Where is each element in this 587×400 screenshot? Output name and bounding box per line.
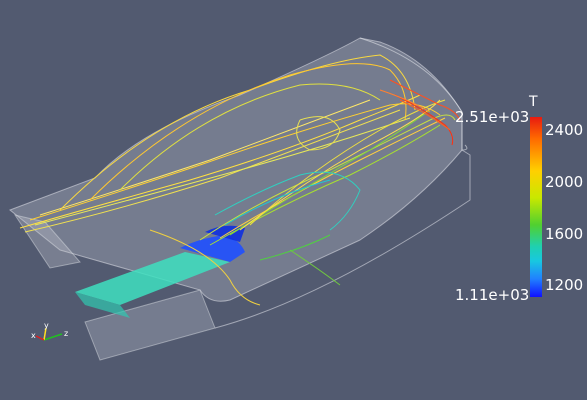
axis-z-label: z xyxy=(64,329,68,338)
colorbar-tick: 1600 xyxy=(545,225,584,243)
colorbar-tick: 2400 xyxy=(545,121,584,139)
streamlines xyxy=(19,54,461,306)
axis-y-label: y xyxy=(44,321,49,330)
colorbar-tick: 1200 xyxy=(545,276,584,294)
axis-x-label: x xyxy=(31,331,36,340)
colorbar xyxy=(530,117,542,297)
colorbar-title: T xyxy=(529,94,538,110)
orientation-axes: x y z xyxy=(31,321,68,341)
colorbar-tick: 2000 xyxy=(545,173,584,191)
inlet-jet xyxy=(75,225,245,318)
colorbar-max-label: 2.51e+03 xyxy=(455,108,530,126)
colorbar-min-label: 1.11e+03 xyxy=(455,286,530,304)
